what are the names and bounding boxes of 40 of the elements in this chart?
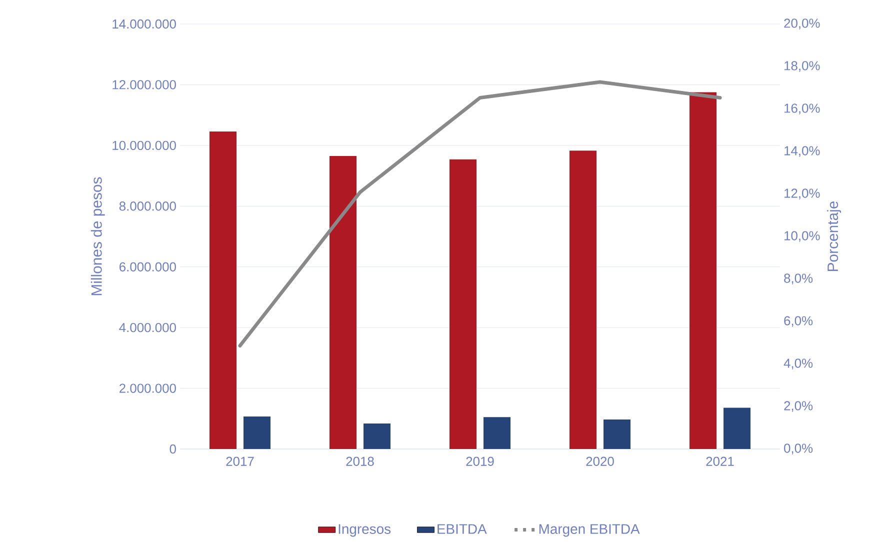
y-tick-label: 8.000.000 <box>119 202 176 211</box>
x-tick-label: 2017 <box>226 456 254 466</box>
bar <box>484 417 511 449</box>
y2-tick-label: 10,0% <box>784 231 820 242</box>
bar <box>604 420 631 449</box>
y2-tick-label: 4,0% <box>784 358 813 370</box>
bar <box>570 150 597 449</box>
y-tick-label: 14.000.000 <box>112 19 176 29</box>
bar <box>450 159 477 449</box>
y2-axis-title: Porcentaje <box>827 201 842 271</box>
y2-tick-label: 6,0% <box>784 316 813 327</box>
y-tick-label: 4.000.000 <box>119 322 176 332</box>
bar <box>690 92 717 449</box>
y-tick-label: 10.000.000 <box>112 140 176 150</box>
legend-label: Ingresos <box>338 524 391 537</box>
bar <box>364 424 391 449</box>
y2-tick-label: 2,0% <box>784 401 813 412</box>
x-tick-label: 2020 <box>586 456 614 466</box>
bar <box>330 156 357 449</box>
y2-tick-label: 20,0% <box>784 18 820 30</box>
y2-tick-label: 8,0% <box>784 274 813 284</box>
x-tick-label: 2019 <box>466 456 494 466</box>
legend-label: Margen EBITDA <box>539 524 640 537</box>
bar <box>724 408 751 449</box>
y-tick-label: 12.000.000 <box>112 80 176 90</box>
x-tick-label: 2021 <box>706 456 734 466</box>
y2-tick-label: 0,0% <box>784 444 813 454</box>
legend-label: EBITDA <box>438 524 487 534</box>
y-tick-label: 0 <box>170 444 176 454</box>
y2-tick-label: 12,0% <box>784 188 820 200</box>
bar <box>210 131 236 449</box>
y-tick-label: 6.000.000 <box>120 262 176 272</box>
bar <box>244 416 271 449</box>
line-series <box>238 80 722 348</box>
x-tick-label: 2018 <box>346 456 374 466</box>
y-axis-title: Millones de pesos <box>90 177 105 296</box>
y2-tick-label: 18,0% <box>784 61 820 72</box>
y-tick-label: 2.000.000 <box>120 384 176 393</box>
y2-tick-label: 14,0% <box>784 146 820 157</box>
y2-tick-label: 16,0% <box>784 104 820 114</box>
